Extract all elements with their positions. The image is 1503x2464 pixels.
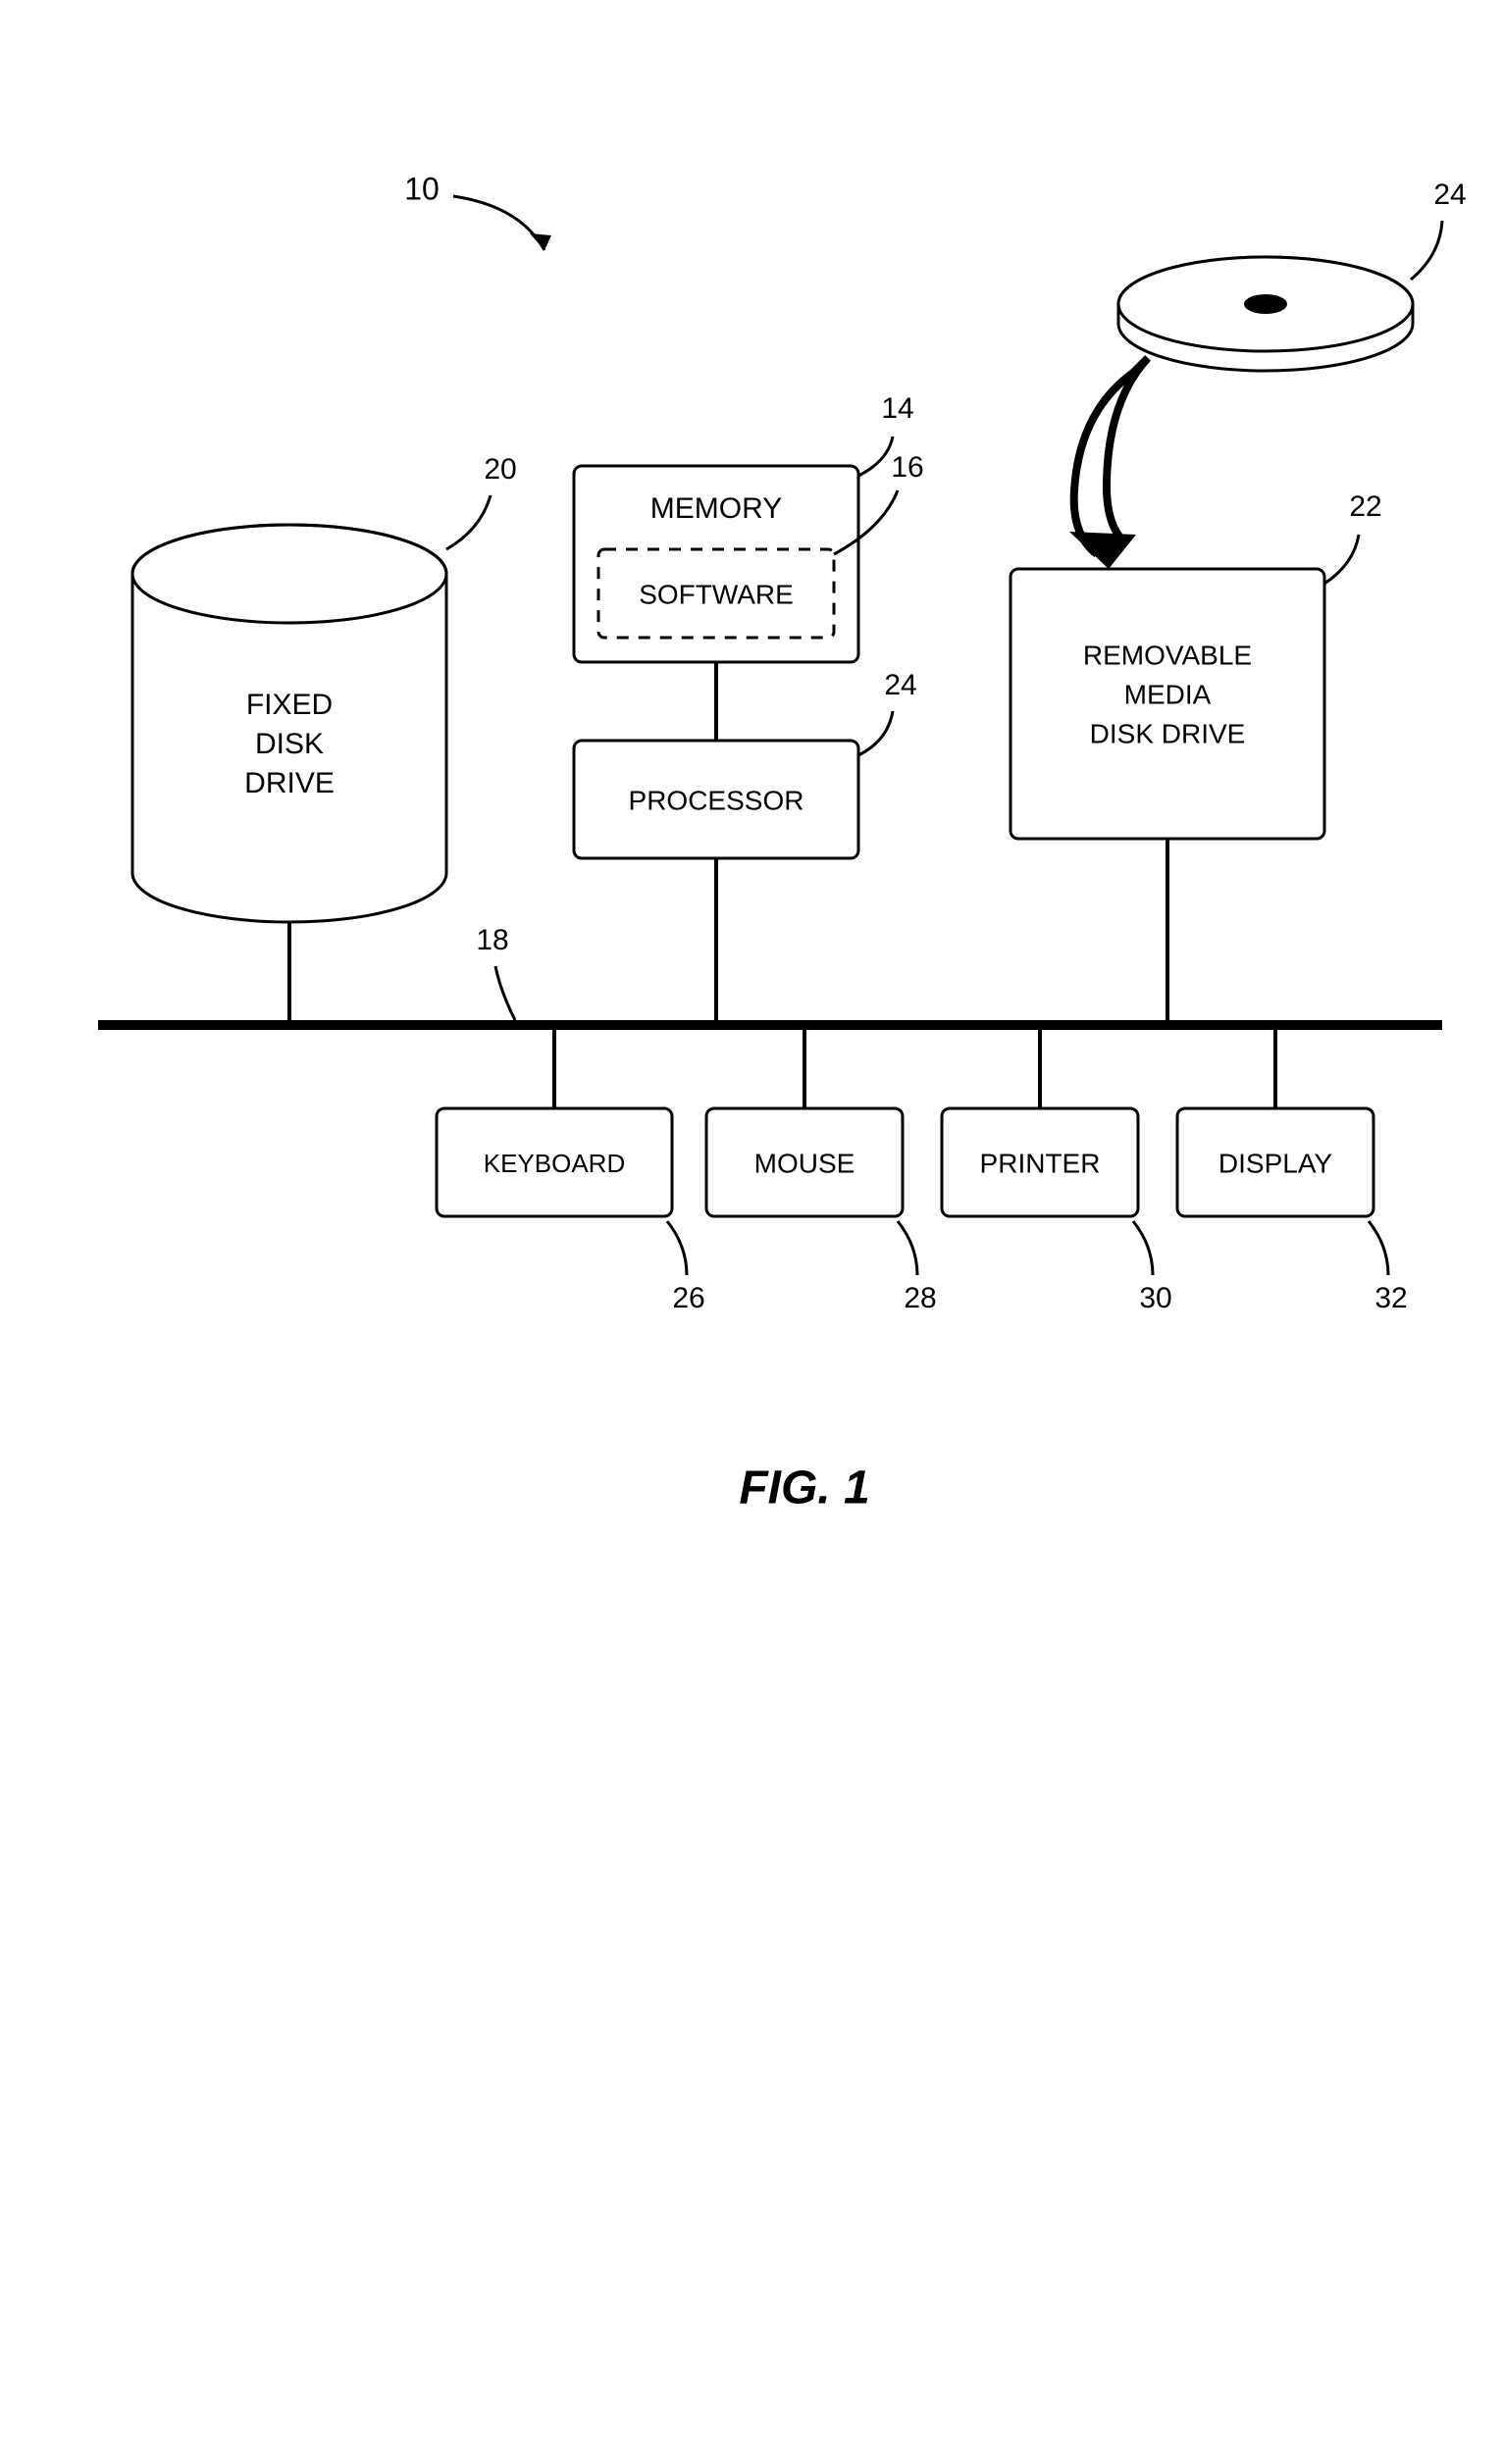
ref-10-text: 10 bbox=[404, 171, 440, 206]
printer-node: PRINTER 30 bbox=[942, 1030, 1172, 1314]
mouse-label: MOUSE bbox=[754, 1148, 855, 1178]
ref-24-proc: 24 bbox=[884, 669, 916, 701]
rmdrive-label-2: MEDIA bbox=[1124, 679, 1212, 709]
mouse-node: MOUSE 28 bbox=[706, 1030, 937, 1314]
display-label: DISPLAY bbox=[1218, 1148, 1333, 1178]
rmdrive-label-3: DISK DRIVE bbox=[1090, 718, 1246, 748]
processor-label: PROCESSOR bbox=[629, 785, 804, 815]
bus-ref: 18 bbox=[476, 924, 515, 1020]
software-label: SOFTWARE bbox=[639, 579, 794, 609]
ref-30: 30 bbox=[1139, 1282, 1171, 1314]
memory-label: MEMORY bbox=[650, 492, 782, 525]
removable-media-drive-node: REMOVABLE MEDIA DISK DRIVE 22 bbox=[1011, 490, 1382, 1020]
fixed-disk-drive-node: FIXED DISK DRIVE 20 bbox=[132, 453, 517, 1020]
processor-node: PROCESSOR 24 bbox=[574, 662, 917, 1020]
ref-24-disc: 24 bbox=[1433, 179, 1466, 211]
fixed-disk-label-2: DISK bbox=[255, 728, 324, 760]
ref-28: 28 bbox=[904, 1282, 936, 1314]
fixed-disk-label-1: FIXED bbox=[246, 689, 333, 721]
ref-26: 26 bbox=[672, 1282, 704, 1314]
rmdrive-label-1: REMOVABLE bbox=[1083, 640, 1252, 670]
figure-caption: FIG. 1 bbox=[739, 1463, 869, 1514]
system-diagram: 10 FIXED DISK DRIVE 20 MEMORY SOFTWARE 1… bbox=[0, 0, 1503, 2464]
system-ref: 10 bbox=[404, 171, 551, 250]
ref-32: 32 bbox=[1374, 1282, 1407, 1314]
keyboard-label: KEYBOARD bbox=[484, 1149, 626, 1178]
ref-14: 14 bbox=[881, 392, 913, 425]
display-node: DISPLAY 32 bbox=[1177, 1030, 1408, 1314]
disc-icon: 24 bbox=[1069, 179, 1467, 569]
keyboard-node: KEYBOARD 26 bbox=[437, 1030, 705, 1314]
ref-16: 16 bbox=[891, 451, 923, 484]
ref-20: 20 bbox=[484, 453, 516, 486]
memory-node: MEMORY SOFTWARE 14 16 bbox=[574, 392, 924, 662]
fixed-disk-label-3: DRIVE bbox=[244, 767, 335, 799]
printer-label: PRINTER bbox=[980, 1148, 1101, 1178]
ref-22: 22 bbox=[1349, 490, 1381, 523]
ref-18: 18 bbox=[476, 924, 508, 956]
